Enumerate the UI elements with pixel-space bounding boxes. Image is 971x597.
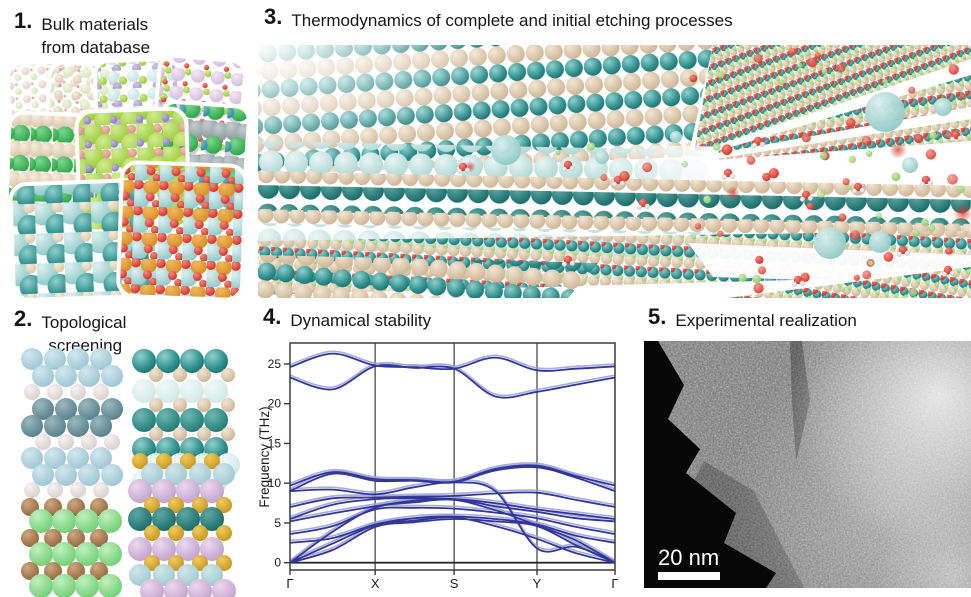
svg-text:15: 15: [268, 436, 282, 450]
svg-text:5: 5: [274, 516, 281, 530]
svg-text:Γ: Γ: [611, 576, 618, 591]
svg-text:20: 20: [268, 397, 282, 411]
tem-vacuum-region: [644, 341, 776, 588]
scale-bar-label: 20 nm: [658, 545, 719, 570]
panel-5-title: Experimental realization: [675, 311, 857, 330]
panel-4-title: Dynamical stability: [290, 311, 432, 330]
svg-text:10: 10: [268, 476, 282, 490]
svg-text:S: S: [450, 576, 459, 591]
panel-3-label: 3. Thermodynamics of complete and initia…: [264, 6, 733, 32]
svg-text:Γ: Γ: [286, 576, 293, 591]
etching-process-illustration: [258, 45, 971, 298]
topological-screening-slab-structures: [21, 348, 240, 597]
phonon-band-structure-plot: 0 5 10 15 20 25 Γ X S Y Γ Frequency (THz): [258, 342, 619, 591]
panel-4-label: 4. Dynamical stability: [263, 306, 431, 332]
panel-5-label: 5. Experimental realization: [648, 306, 857, 332]
panel-1-title: Bulk materials from database: [41, 15, 151, 57]
panel-2-number: 2.: [14, 306, 33, 331]
white-haze-overlay: [258, 45, 558, 195]
svg-text:X: X: [371, 576, 380, 591]
etchant-atoms-scatter: [456, 47, 971, 297]
layered-crystal-bottom-slab: [258, 231, 971, 298]
panel-1-label: 1. Bulk materials from database: [14, 10, 150, 59]
svg-text:0: 0: [274, 556, 281, 570]
panel-3-title: Thermodynamics of complete and initial e…: [291, 11, 733, 30]
bulk-materials-collage-illustration: [8, 53, 248, 300]
svg-text:25: 25: [268, 357, 282, 371]
svg-text:Frequency (THz): Frequency (THz): [258, 406, 272, 507]
panel-5-number: 5.: [648, 304, 667, 329]
panel-4-number: 4.: [263, 304, 282, 329]
panel-3-number: 3.: [264, 4, 283, 29]
scale-bar: [658, 572, 720, 580]
panel-1-number: 1.: [14, 8, 33, 33]
tem-micrograph: 20 nm: [644, 341, 971, 588]
svg-text:Y: Y: [533, 576, 542, 591]
